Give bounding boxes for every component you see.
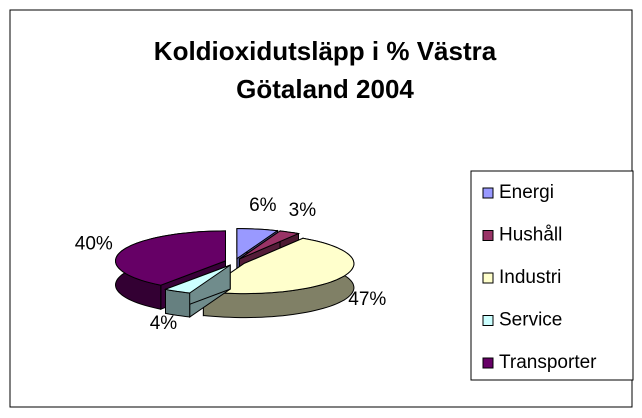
slice	[239, 230, 301, 260]
legend-box	[470, 170, 634, 381]
slice	[236, 228, 279, 260]
slice	[163, 264, 231, 294]
legend-label: Service	[499, 310, 562, 331]
data-label: 6%	[249, 195, 277, 216]
chart-title: Koldioxidutsläpp i % Västra Götaland 200…	[153, 36, 497, 104]
legend-swatch	[482, 357, 494, 369]
data-label: 4%	[150, 313, 178, 334]
legend-label: Hushåll	[499, 225, 562, 246]
legend-swatch	[482, 272, 494, 284]
legend-swatch	[482, 230, 494, 241]
data-label: 47%	[348, 289, 386, 310]
slice	[201, 237, 355, 295]
legend-swatch	[482, 315, 494, 326]
slice	[114, 230, 226, 286]
data-label: 40%	[75, 233, 113, 254]
legend-swatch	[482, 187, 494, 199]
legend-label: Transporter	[499, 352, 597, 373]
legend-label: Industri	[499, 267, 561, 288]
data-label: 3%	[289, 200, 317, 221]
legend-label: Energi	[499, 182, 554, 203]
